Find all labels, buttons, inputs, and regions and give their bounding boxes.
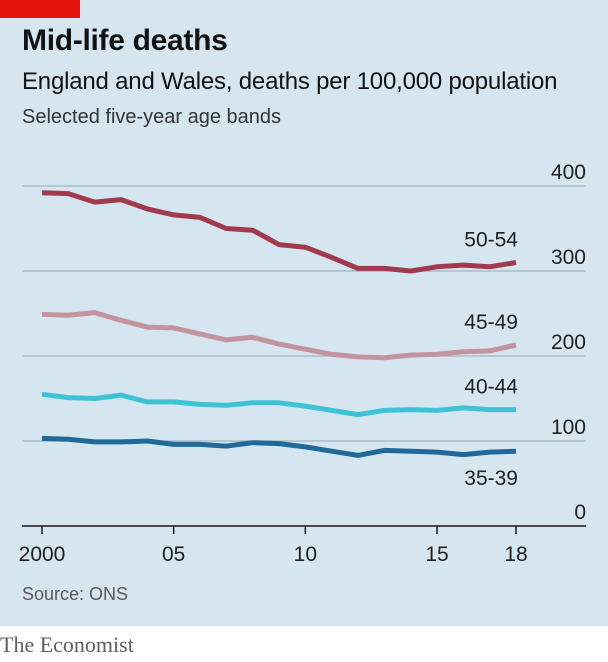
series-line-35-39 (41, 435, 517, 458)
series-line-50-54 (41, 190, 517, 274)
y-tick-label: 200 (551, 331, 586, 354)
series-labels: 50-54 45-49 40-44 35-39 (464, 229, 518, 491)
y-tick-label: 0 (574, 501, 586, 524)
x-tick-label: 15 (425, 543, 448, 566)
series-label-45-49: 45-49 (464, 311, 518, 334)
y-tick-label: 100 (551, 416, 586, 439)
x-tick-label: 10 (294, 543, 317, 566)
y-tick-label: 300 (551, 246, 586, 269)
brand-wordmark: The Economist (0, 632, 134, 657)
x-tick-label: 2000 (19, 543, 66, 566)
source-note: Source: ONS (22, 584, 129, 604)
chart-title: Mid-life deaths (22, 24, 228, 57)
axes: 0 100 200 300 400 2000 05 10 15 18 (19, 161, 586, 566)
series-label-35-39: 35-39 (464, 467, 518, 490)
brand-red-tag (0, 0, 80, 18)
series-lines (41, 190, 517, 458)
y-tick-label: 400 (551, 161, 586, 184)
series-line-45-49 (41, 310, 517, 361)
chart-subsubtitle: Selected five-year age bands (22, 106, 282, 128)
x-tick-label: 05 (162, 543, 185, 566)
chart-subtitle: England and Wales, deaths per 100,000 po… (22, 68, 558, 95)
x-tick-label: 18 (504, 543, 527, 566)
series-label-50-54: 50-54 (464, 229, 518, 252)
series-line-40-44 (41, 391, 516, 418)
series-label-40-44: 40-44 (464, 376, 518, 399)
line-chart: 0 100 200 300 400 2000 05 10 15 18 50-54 45-49 40-4… (19, 161, 586, 566)
